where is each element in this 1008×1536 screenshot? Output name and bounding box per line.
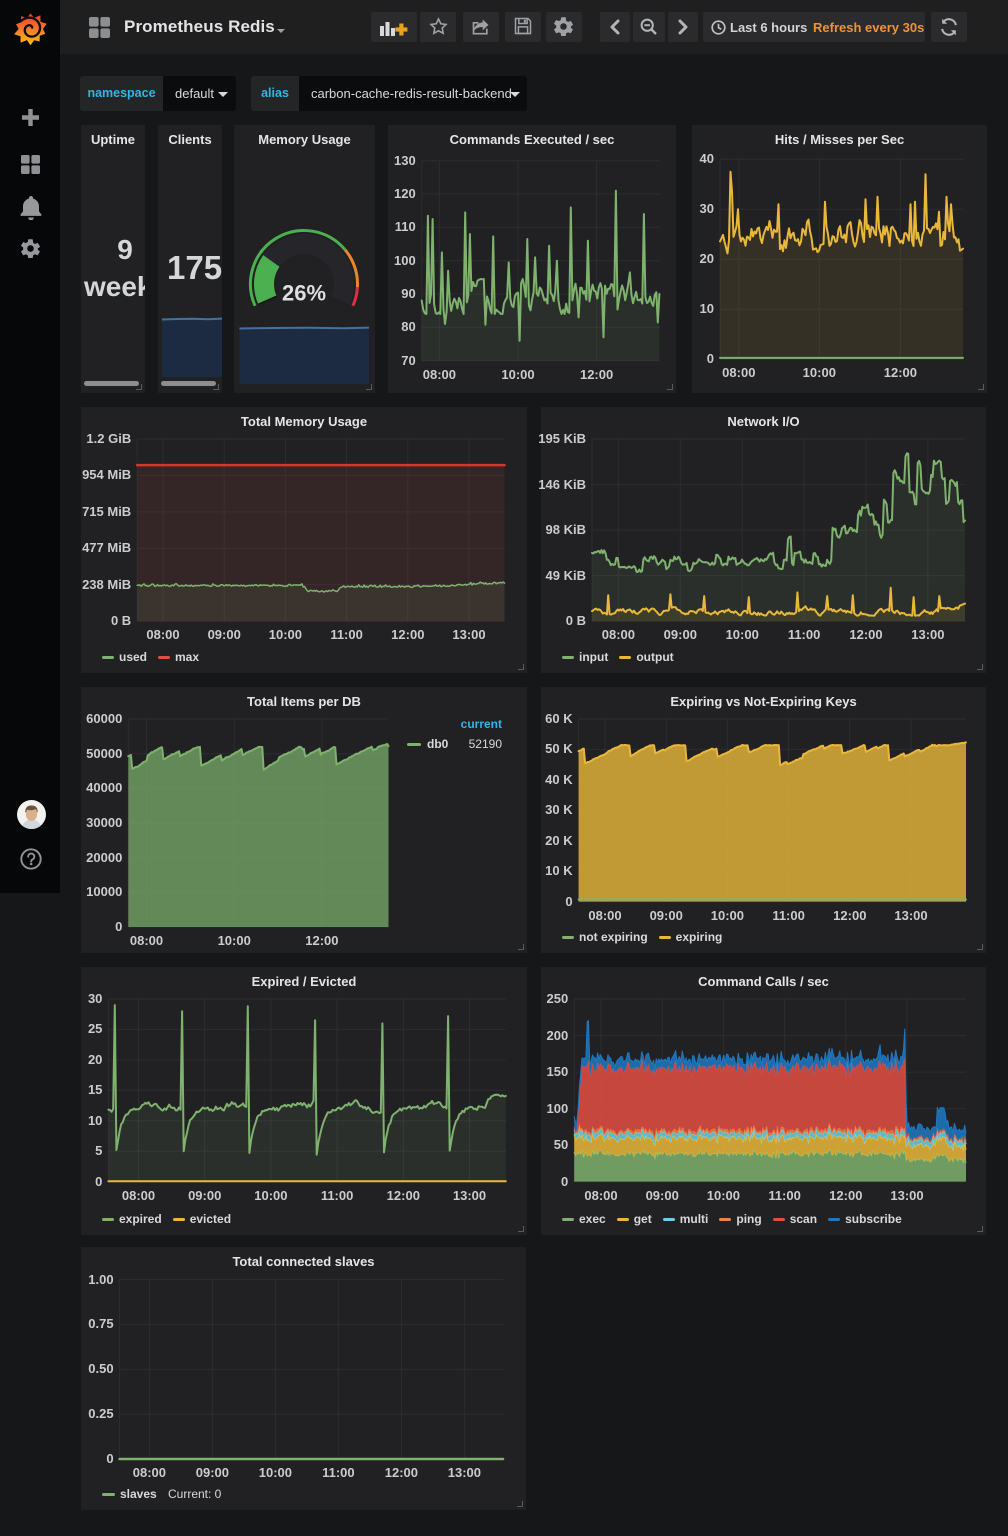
svg-text:26%: 26%	[282, 281, 326, 306]
